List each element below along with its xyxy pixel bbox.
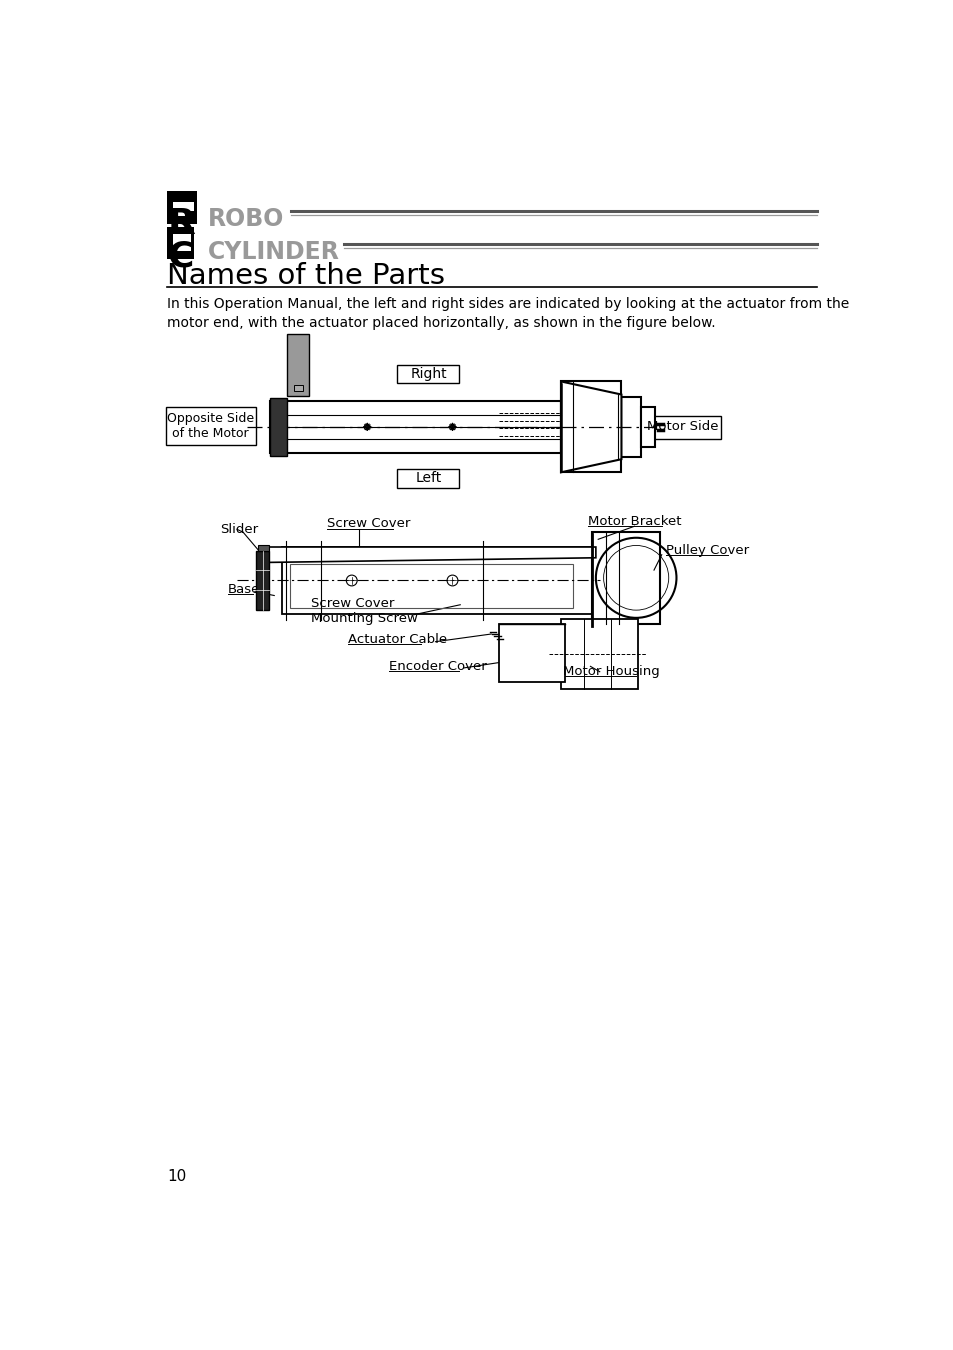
Text: 10: 10 [167,1169,187,1184]
Bar [181,202,193,212]
Text: ROBO: ROBO [208,207,284,231]
Text: Slider: Slider [220,522,258,536]
Bar [270,401,560,454]
Text: Opposite Side
of the Motor: Opposite Side of the Motor [167,412,254,440]
Bar [270,398,287,456]
Bar [282,547,596,614]
Text: Right: Right [410,367,446,381]
Text: Screw Cover
Mounting Screw: Screw Cover Mounting Screw [311,597,417,625]
Bar [290,564,572,608]
Bar [173,235,191,251]
Text: Motor Bracket: Motor Bracket [587,516,680,528]
Bar [640,406,654,447]
Text: Motor Housing: Motor Housing [562,666,659,678]
Text: Motor Side: Motor Side [646,420,718,433]
Text: CYLINDER: CYLINDER [208,240,339,263]
Bar [592,532,659,624]
Bar [257,544,269,551]
Bar [173,202,189,216]
Text: Pulley Cover: Pulley Cover [665,544,748,558]
Text: Screw Cover: Screw Cover [327,517,410,531]
Text: Names of the Parts: Names of the Parts [167,262,445,290]
Bar [167,227,193,259]
Text: R: R [168,207,195,240]
Text: Actuator Cable: Actuator Cable [348,633,447,645]
Bar [294,385,303,391]
Bar [498,624,564,682]
FancyBboxPatch shape [397,470,459,487]
Text: C: C [167,240,193,274]
Bar [167,192,196,224]
Bar [620,397,640,456]
FancyBboxPatch shape [644,416,720,439]
Text: Encoder Cover: Encoder Cover [389,660,486,672]
FancyBboxPatch shape [166,406,255,446]
Text: In this Operation Manual, the left and right sides are indicated by looking at t: In this Operation Manual, the left and r… [167,297,849,331]
Bar [287,335,309,396]
FancyBboxPatch shape [397,364,459,383]
Bar [560,382,620,472]
Bar [560,618,638,690]
Bar [256,551,269,610]
Text: Left: Left [415,471,441,486]
Polygon shape [560,382,620,472]
Text: Base: Base [228,583,260,595]
Polygon shape [269,547,596,563]
Bar [173,261,191,269]
